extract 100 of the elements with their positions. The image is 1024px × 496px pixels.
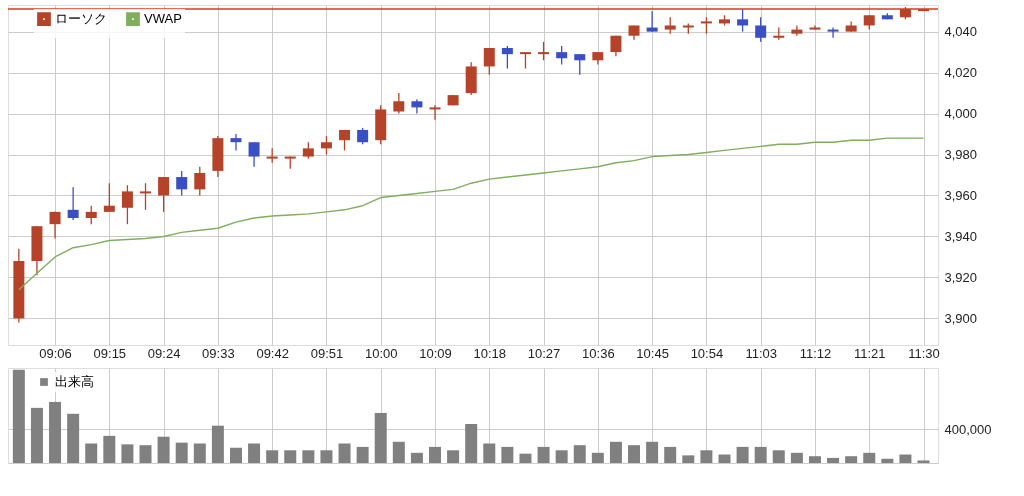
x-tick-label: 09:51 — [310, 345, 344, 361]
bar — [211, 425, 224, 463]
x-tick-label: 10:18 — [473, 345, 507, 361]
bar — [30, 407, 43, 463]
candlestick — [737, 8, 749, 33]
bar — [229, 447, 242, 463]
candlestick — [67, 186, 79, 221]
bar — [157, 436, 170, 463]
bar — [790, 452, 803, 463]
bar — [103, 435, 116, 463]
y-tick-label: 3,900 — [944, 310, 978, 326]
bar — [537, 446, 550, 463]
bar — [392, 441, 405, 463]
bar — [483, 443, 496, 463]
legend-label: ローソク — [55, 11, 107, 27]
x-tick-label: 10:54 — [690, 345, 724, 361]
y-tick-label: 4,000 — [944, 106, 978, 122]
candlestick — [393, 92, 405, 115]
bar — [320, 450, 333, 463]
bar — [664, 446, 677, 463]
candlestick — [411, 98, 423, 115]
x-tick-label: 09:33 — [202, 345, 235, 361]
y-tick-label: 3,980 — [944, 147, 978, 163]
bar — [121, 444, 134, 463]
x-tick-label: 09:15 — [93, 345, 127, 361]
candlestick — [574, 53, 586, 76]
bar — [12, 369, 25, 463]
legend-label: VWAP — [144, 11, 182, 27]
x-tick-label: 10:36 — [582, 345, 615, 361]
bar — [609, 441, 622, 463]
bar — [429, 446, 441, 463]
bar — [356, 446, 369, 463]
candlestick — [230, 133, 242, 152]
candlestick — [49, 211, 61, 240]
bar — [682, 455, 695, 463]
bar — [447, 450, 460, 463]
bar — [248, 443, 261, 463]
y-tick-label: 4,040 — [944, 24, 978, 40]
candlestick — [194, 166, 206, 197]
bar — [338, 443, 351, 463]
bar — [754, 446, 767, 463]
candlestick — [320, 135, 332, 156]
candlestick — [646, 10, 658, 33]
candlestick — [827, 26, 839, 39]
candlestick — [176, 170, 188, 197]
x-tick-label: 10:00 — [364, 345, 398, 361]
bar — [465, 423, 478, 463]
candlestick — [755, 16, 767, 43]
y-tick-label: 400,000 — [944, 421, 992, 437]
bar — [67, 413, 80, 463]
y-tick-label: 4,020 — [944, 65, 978, 81]
x-tick-label: 10:09 — [419, 345, 452, 361]
candlestick — [809, 24, 821, 31]
x-tick-label: 09:24 — [147, 345, 181, 361]
bar — [736, 446, 749, 463]
bar — [410, 452, 423, 463]
bar — [646, 441, 659, 463]
bar — [863, 452, 876, 463]
bar — [374, 412, 387, 463]
bar — [591, 452, 604, 463]
bar — [49, 401, 62, 463]
bar — [827, 457, 840, 463]
candlestick — [538, 41, 550, 61]
legend-label: 出来高 — [55, 374, 94, 389]
bar — [266, 450, 279, 463]
bar — [628, 445, 641, 463]
x-tick-label: 10:27 — [527, 345, 561, 361]
candlestick — [556, 45, 568, 66]
line-series — [18, 137, 925, 291]
bar — [193, 443, 206, 463]
bar — [519, 453, 532, 463]
bar — [700, 450, 713, 463]
x-tick-label: 09:42 — [256, 345, 289, 361]
bar — [85, 443, 98, 463]
candlestick — [158, 176, 170, 213]
x-tick-label: 11:12 — [799, 345, 832, 361]
candlestick — [85, 205, 97, 225]
y-tick-label: 3,940 — [944, 228, 978, 244]
candlestick — [429, 104, 441, 121]
bar — [899, 454, 912, 463]
candlestick — [121, 184, 133, 225]
bar — [881, 458, 894, 463]
candlestick — [791, 24, 803, 37]
bar — [139, 445, 152, 463]
bar — [284, 450, 297, 463]
bar — [772, 450, 785, 463]
candlestick — [140, 182, 152, 211]
bar — [573, 445, 586, 463]
x-tick-label: 09:06 — [39, 345, 72, 361]
candlestick — [103, 182, 115, 213]
x-tick-label: 10:45 — [636, 345, 669, 361]
bar — [917, 460, 930, 463]
y-tick-label: 3,920 — [944, 269, 978, 285]
x-tick-label: 11:03 — [745, 345, 777, 361]
bar — [808, 456, 821, 463]
bar — [718, 454, 731, 463]
bar — [501, 446, 514, 463]
bar — [302, 450, 315, 463]
x-tick-label: 11:30 — [908, 345, 940, 361]
candlestick — [501, 45, 513, 70]
